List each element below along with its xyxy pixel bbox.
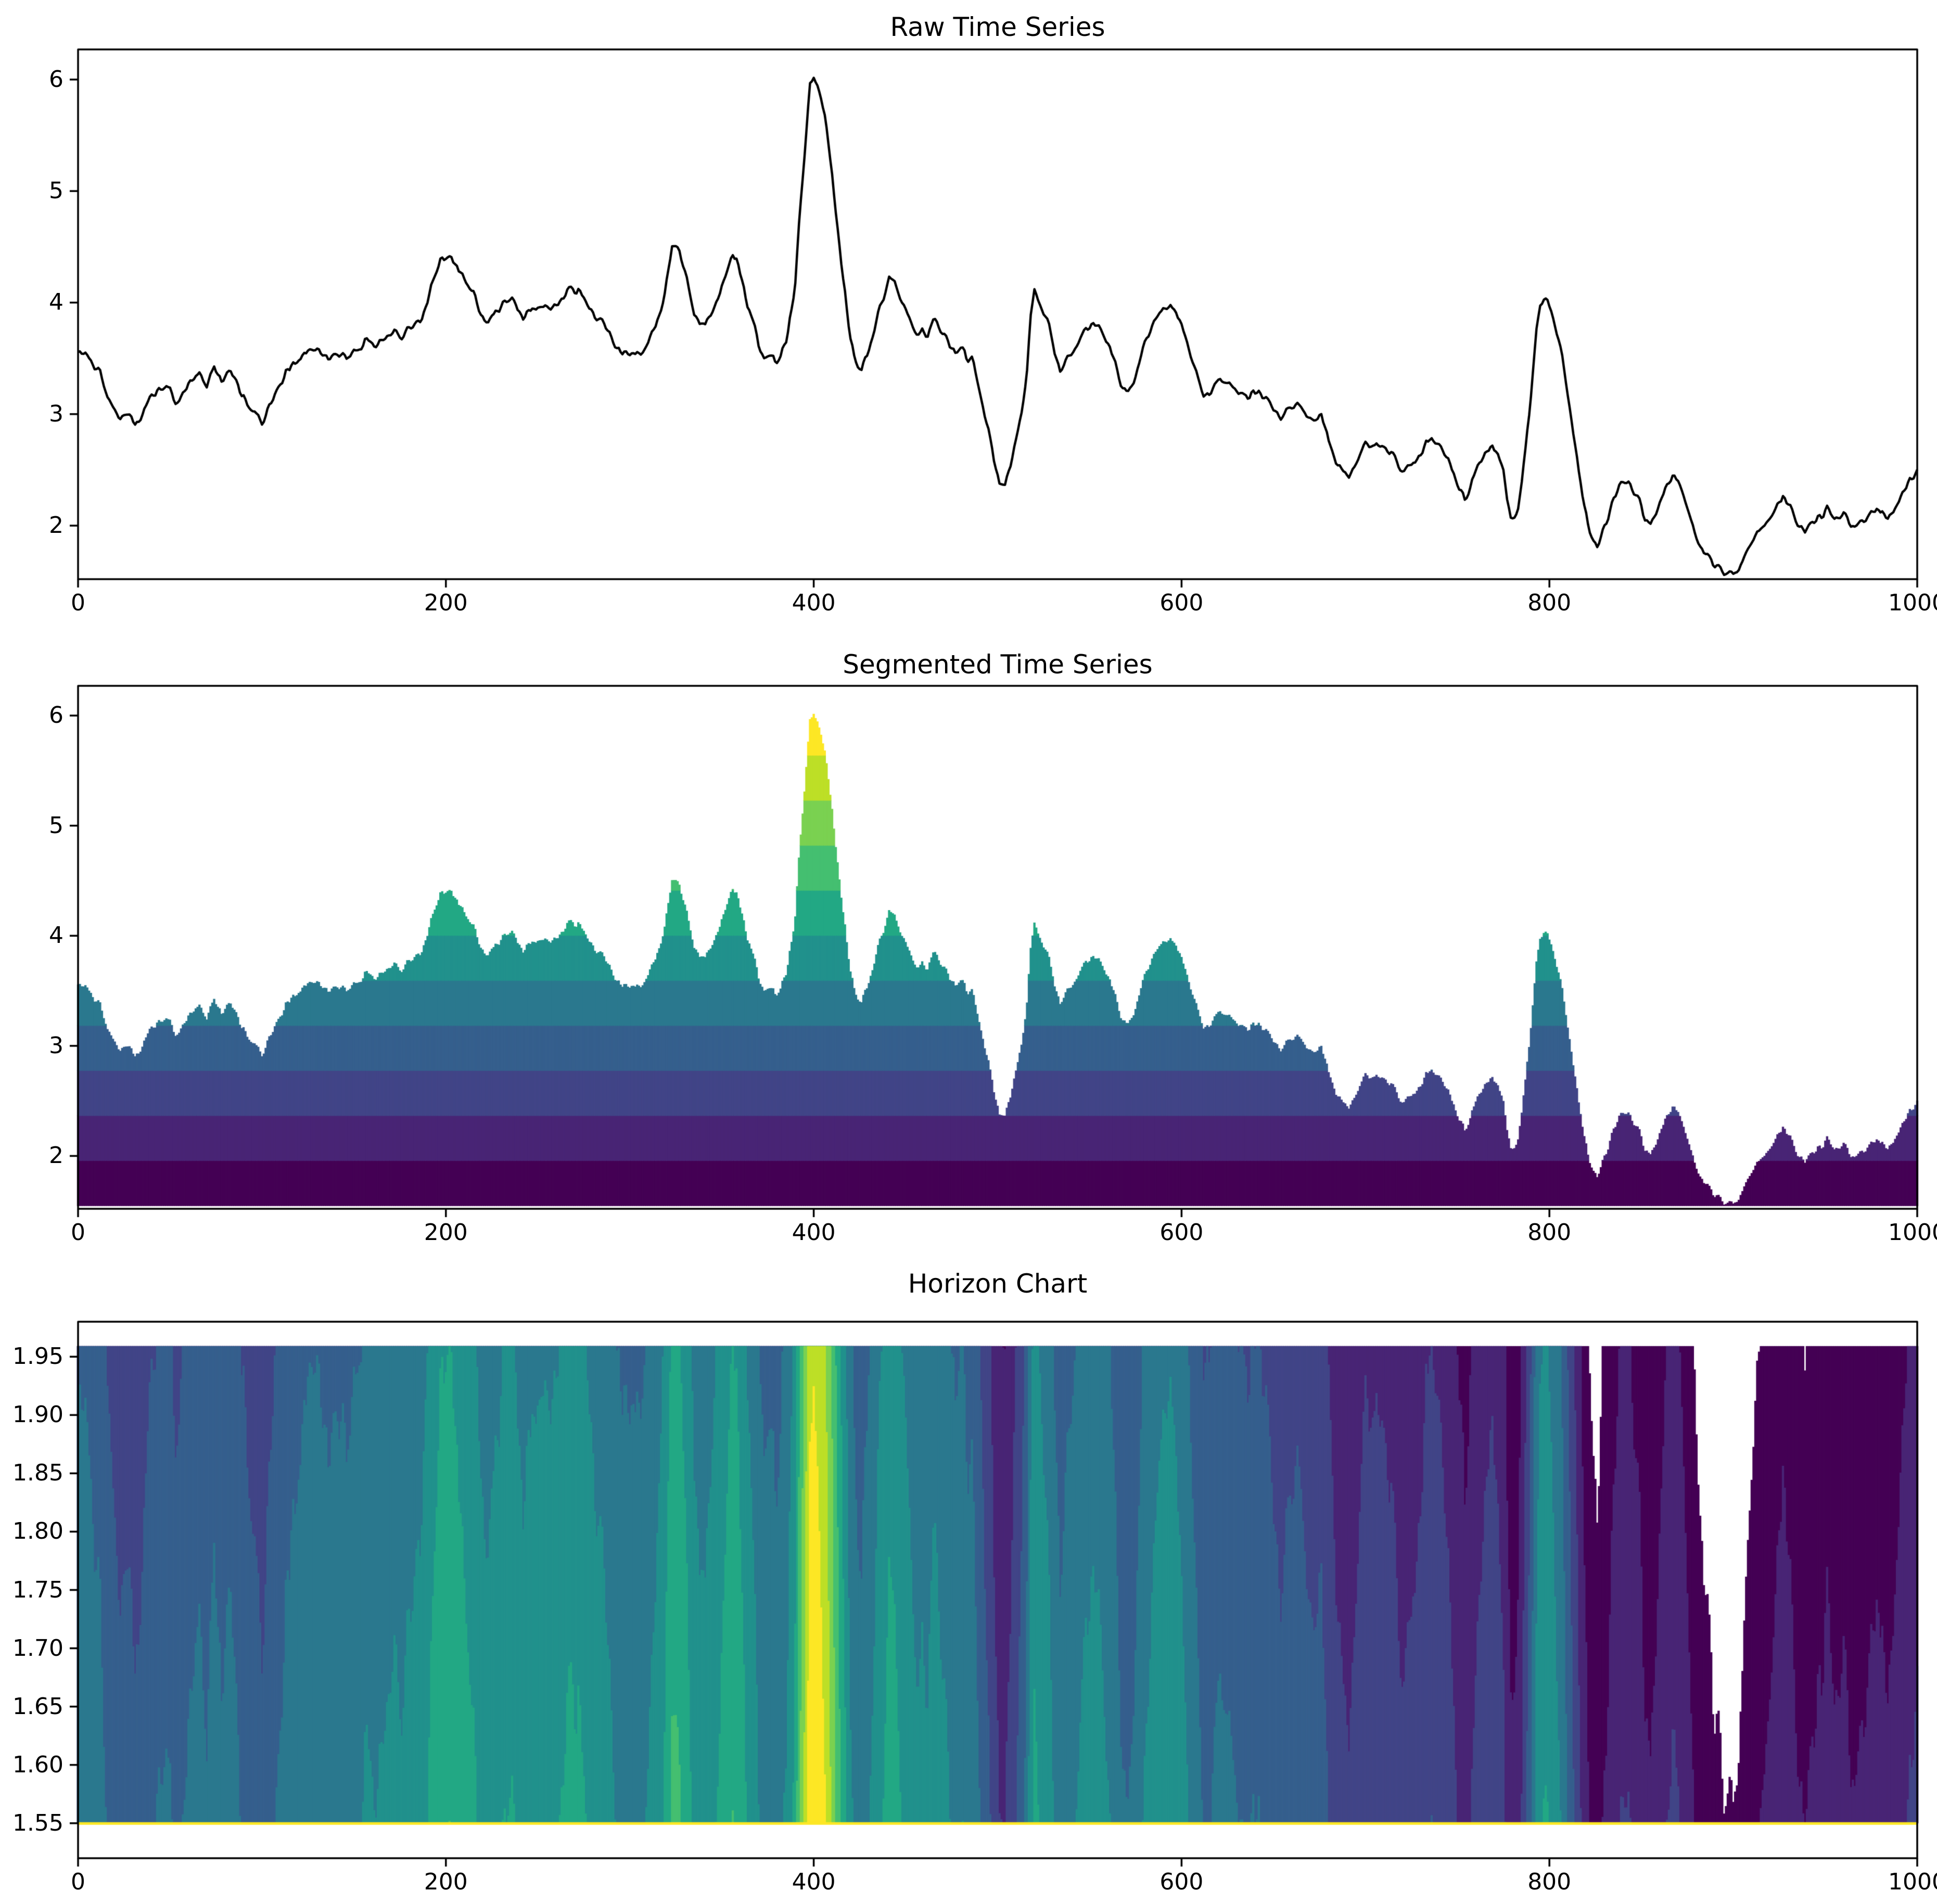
y-tick-label: 1.55 <box>12 1809 63 1836</box>
y-tick-label: 2 <box>49 1142 63 1169</box>
x-tick-label: 600 <box>1159 1219 1204 1246</box>
x-tick-label: 600 <box>1159 1869 1204 1895</box>
y-tick-label: 1.65 <box>12 1693 63 1720</box>
y-tick-label: 1.60 <box>12 1751 63 1778</box>
x-tick-label: 200 <box>424 590 468 616</box>
raw-time-series-plot <box>78 49 1917 579</box>
x-tick-label: 1000 <box>1888 590 1937 616</box>
y-tick-label: 5 <box>49 812 63 839</box>
y-tick-label: 1.75 <box>12 1576 63 1603</box>
y-tick-label: 1.85 <box>12 1460 63 1487</box>
x-tick-label: 800 <box>1527 590 1572 616</box>
x-tick-label: 400 <box>792 590 836 616</box>
horizon-chart-title: Horizon Chart <box>908 1269 1088 1299</box>
y-tick-label: 1.90 <box>12 1401 63 1428</box>
x-tick-label: 600 <box>1159 590 1204 616</box>
y-tick-label: 6 <box>49 702 63 729</box>
x-tick-label: 0 <box>71 590 85 616</box>
y-tick-label: 1.80 <box>12 1518 63 1545</box>
horizon-chart-plot <box>78 1322 1917 1858</box>
y-tick-label: 3 <box>49 1032 63 1059</box>
raw-chart-title: Raw Time Series <box>890 12 1105 42</box>
y-tick-label: 4 <box>49 922 63 949</box>
x-tick-label: 800 <box>1527 1219 1572 1246</box>
x-tick-label: 800 <box>1527 1869 1572 1895</box>
x-tick-label: 1000 <box>1888 1219 1937 1246</box>
y-tick-label: 5 <box>49 177 63 205</box>
y-tick-label: 2 <box>49 512 63 539</box>
y-tick-label: 1.70 <box>12 1634 63 1662</box>
x-tick-label: 400 <box>792 1219 836 1246</box>
segmented-time-series-plot <box>78 686 1917 1209</box>
segmented-chart-title: Segmented Time Series <box>843 649 1153 680</box>
x-tick-label: 200 <box>424 1219 468 1246</box>
y-tick-label: 1.95 <box>12 1343 63 1370</box>
y-tick-label: 3 <box>49 400 63 427</box>
x-tick-label: 400 <box>792 1869 836 1895</box>
x-tick-label: 0 <box>71 1869 85 1895</box>
y-tick-label: 6 <box>49 66 63 93</box>
x-tick-label: 0 <box>71 1219 85 1246</box>
x-tick-label: 200 <box>424 1869 468 1895</box>
y-tick-label: 4 <box>49 289 63 316</box>
x-tick-label: 1000 <box>1888 1869 1937 1895</box>
